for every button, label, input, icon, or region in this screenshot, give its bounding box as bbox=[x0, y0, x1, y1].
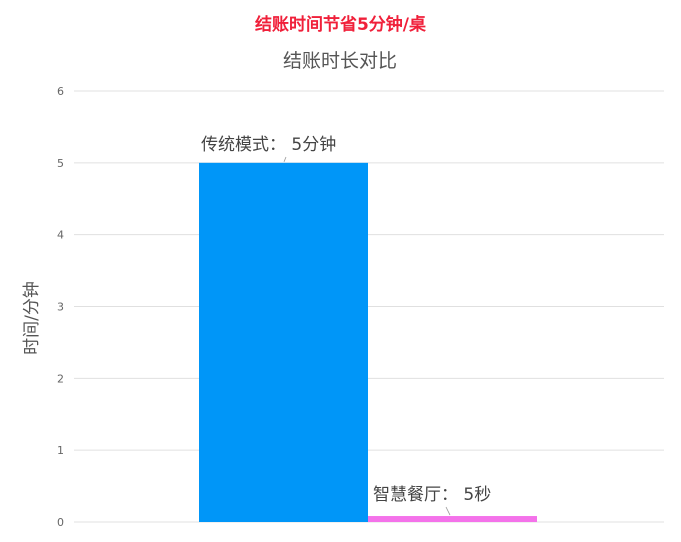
y-tick-label: 3 bbox=[57, 301, 64, 314]
y-tick-label: 4 bbox=[57, 229, 64, 242]
data-label: 智慧餐厅： 5秒 bbox=[373, 485, 491, 505]
headline: 结账时间节省5分钟/桌 bbox=[254, 15, 427, 35]
label-leader-line bbox=[445, 506, 451, 516]
bar-2 bbox=[368, 516, 537, 522]
label-leader-line bbox=[283, 156, 287, 162]
y-tick-label: 0 bbox=[57, 516, 64, 529]
data-label: 传统模式： 5分钟 bbox=[201, 135, 336, 155]
chart-title: 结账时长对比 bbox=[283, 50, 397, 72]
y-tick-label: 6 bbox=[57, 85, 64, 98]
y-axis-label: 时间/分钟 bbox=[22, 281, 42, 355]
y-tick-label: 1 bbox=[57, 444, 64, 457]
bar-1 bbox=[199, 162, 368, 523]
y-tick-label: 2 bbox=[57, 372, 64, 385]
y-tick-label: 5 bbox=[57, 157, 64, 170]
